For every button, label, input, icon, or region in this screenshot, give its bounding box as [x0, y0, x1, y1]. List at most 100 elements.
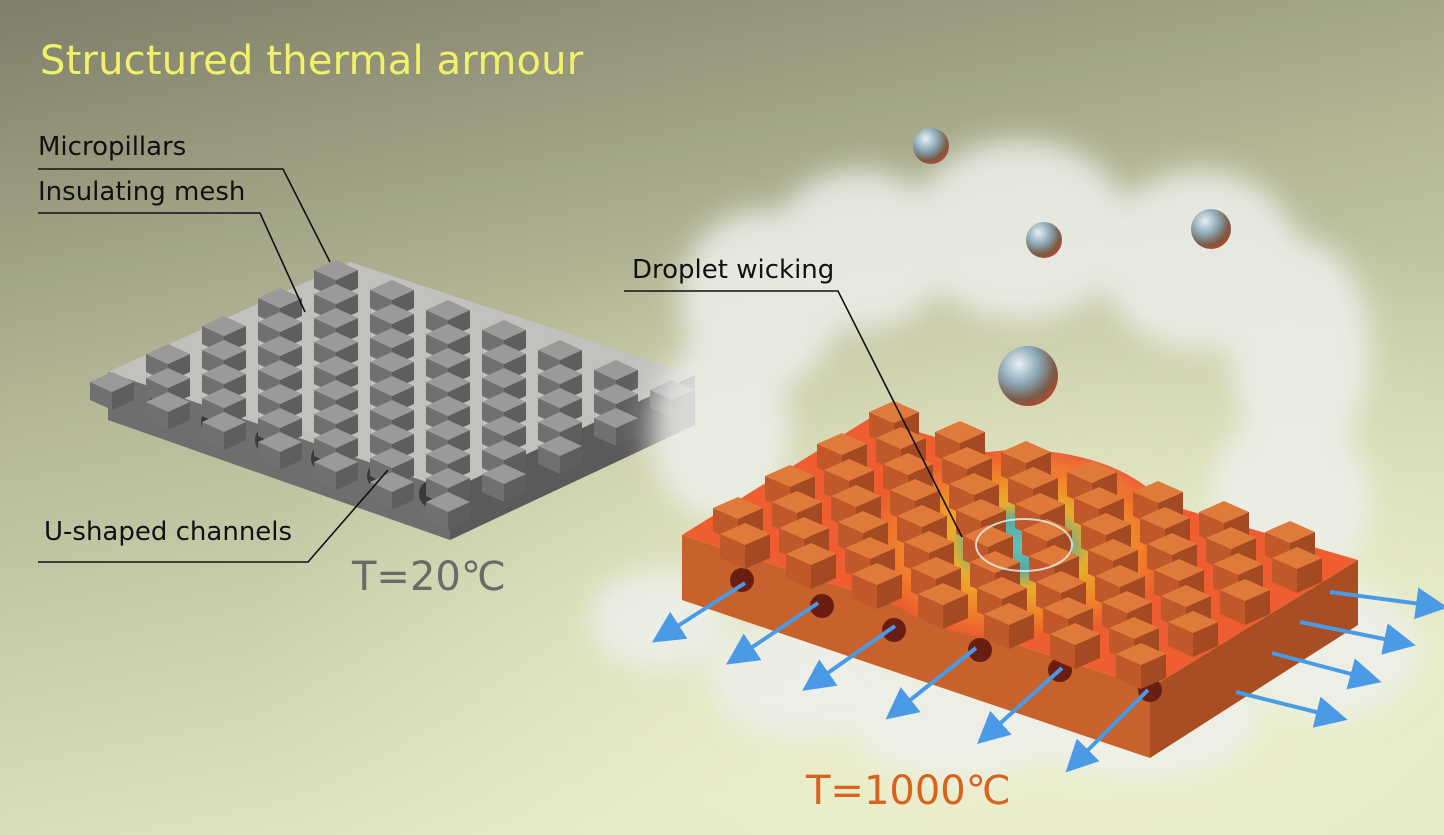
micropillar	[538, 436, 582, 456]
micropillar	[1043, 597, 1093, 619]
micropillar	[146, 368, 190, 388]
micropillar	[1001, 441, 1051, 463]
micropillar	[897, 505, 947, 527]
micropillar	[1193, 622, 1218, 657]
micropillar	[745, 534, 770, 569]
micropillar	[1168, 622, 1193, 657]
micropillar	[336, 462, 358, 490]
micropillar	[616, 418, 638, 446]
micropillar	[314, 428, 358, 448]
droplet-icon	[913, 128, 1231, 406]
micropillar	[838, 511, 888, 533]
micropillar	[370, 280, 414, 300]
micropillar	[258, 384, 302, 404]
micropillar	[482, 344, 526, 364]
micropillar	[314, 284, 358, 304]
micropillar	[258, 408, 302, 428]
micropillar	[877, 574, 902, 609]
micropillar	[1088, 539, 1138, 561]
micropillar	[811, 554, 836, 589]
micropillar	[202, 340, 246, 360]
micropillar	[370, 482, 392, 510]
micropillar	[280, 442, 302, 470]
micropillar	[824, 459, 874, 481]
micropillar	[713, 497, 763, 519]
micropillar	[448, 502, 470, 530]
micropillar	[504, 474, 526, 502]
micropillar	[370, 376, 414, 396]
micropillar	[224, 422, 246, 450]
micropillar	[168, 402, 190, 430]
micropillar	[1147, 533, 1197, 555]
micropillar	[314, 260, 358, 280]
micropillar	[370, 424, 414, 444]
micropillar	[765, 465, 815, 487]
micropillar	[258, 288, 302, 308]
micropillar	[146, 392, 190, 412]
micropillar	[876, 427, 926, 449]
micropillar	[1022, 519, 1072, 541]
micropillar	[258, 336, 302, 356]
micropillar	[538, 446, 560, 474]
micropillar	[426, 348, 470, 368]
micropillar	[1109, 617, 1159, 639]
micropillar	[1050, 634, 1075, 669]
micropillar	[949, 473, 999, 495]
micropillar	[202, 364, 246, 384]
micropillar	[370, 400, 414, 420]
micropillar	[984, 603, 1034, 625]
micropillar	[1199, 501, 1249, 523]
micropillar	[1245, 590, 1270, 625]
micropillar	[426, 372, 470, 392]
micropillar	[1265, 521, 1315, 543]
micropillar	[314, 380, 358, 400]
micropillar	[560, 446, 582, 474]
micropillar	[720, 523, 770, 545]
hot-temperature: T=1000℃	[806, 768, 1011, 814]
micropillar	[1161, 585, 1211, 607]
micropillar	[890, 479, 940, 501]
micropillar	[426, 324, 470, 344]
micropillar	[482, 320, 526, 340]
micropillar	[594, 408, 638, 428]
hot-armour-block	[682, 401, 1358, 758]
cold-armour-block	[90, 260, 695, 540]
micropillar	[426, 468, 470, 488]
micropillar	[112, 382, 134, 410]
micropillar	[370, 448, 414, 468]
micropillar	[1029, 545, 1079, 567]
micropillar	[1213, 553, 1263, 575]
micropillar	[852, 574, 877, 609]
micropillar	[977, 577, 1027, 599]
micropillar	[426, 300, 470, 320]
micropillar	[482, 392, 526, 412]
micropillar	[1081, 513, 1131, 535]
micropillar	[1272, 547, 1322, 569]
micropillar	[1133, 481, 1183, 503]
micropillar	[392, 482, 414, 510]
micropillar	[883, 453, 933, 475]
micropillar	[314, 404, 358, 424]
micropillar	[426, 502, 448, 530]
micropillar	[1074, 487, 1124, 509]
vapor-arrows	[651, 581, 1444, 773]
micropillar	[90, 382, 112, 410]
micropillar	[482, 474, 504, 502]
micropillar	[482, 416, 526, 436]
micropillar	[1116, 643, 1166, 665]
leader-lines	[38, 168, 963, 563]
micropillar	[1206, 527, 1256, 549]
micropillar	[1220, 579, 1270, 601]
micropillar	[869, 401, 919, 423]
micropillar	[202, 388, 246, 408]
micropillar	[202, 412, 246, 432]
micropillar	[426, 444, 470, 464]
micropillar	[538, 412, 582, 432]
micropillar	[1050, 623, 1100, 645]
micropillar	[904, 531, 954, 553]
micropillar	[984, 614, 1009, 649]
label-micropillars: Micropillars	[38, 132, 187, 162]
wicking-ring	[975, 518, 1073, 572]
label-u-shaped-channels: U-shaped channels	[44, 517, 293, 547]
label-droplet-wicking: Droplet wicking	[632, 255, 835, 285]
